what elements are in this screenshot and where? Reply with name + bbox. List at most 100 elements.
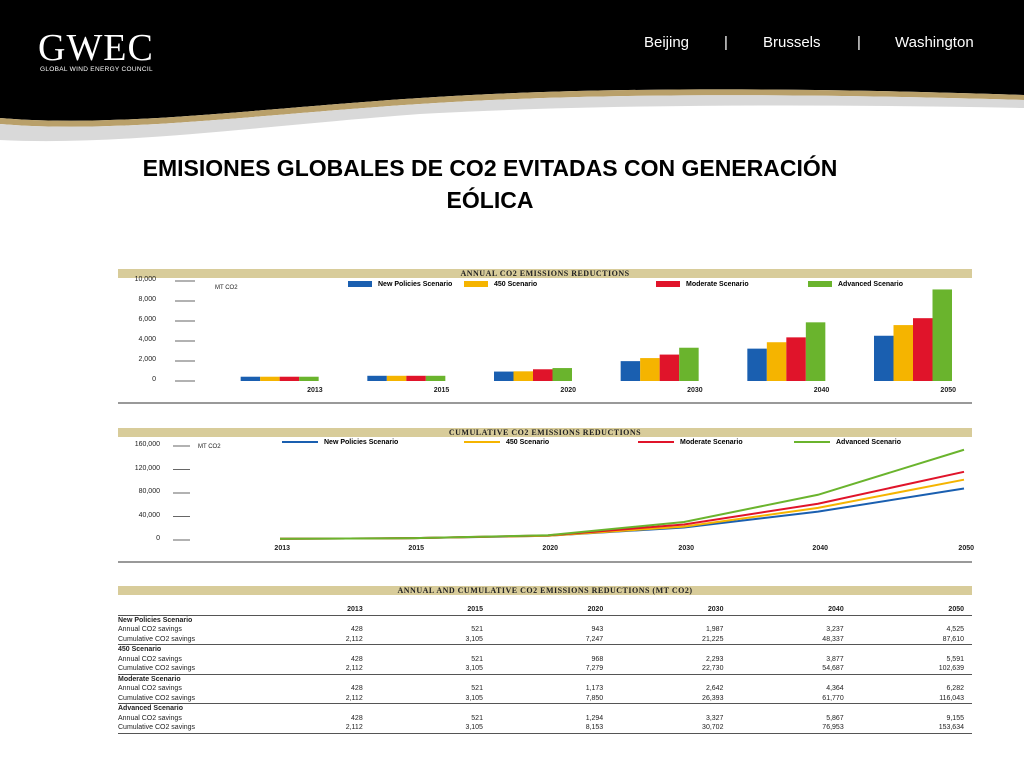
legend-item: Advanced Scenario (808, 281, 903, 288)
table-cell: 2,642 (705, 685, 724, 692)
table-cell: 3,105 (465, 694, 483, 702)
x-tick-label: 2050 (940, 387, 956, 394)
table-cell: 3,105 (465, 724, 483, 731)
gwec-logo: GWEC (38, 27, 154, 69)
bar-moderate-scenario-2030 (659, 354, 680, 381)
legend-label: New Policies Scenario (324, 439, 399, 446)
annual-bar-chart: ANNUAL CO2 EMISSIONS REDUCTIONS MT CO2 1… (118, 269, 972, 405)
bar-new-policies-scenario-2030 (620, 361, 641, 381)
table-cell: 1,173 (585, 685, 604, 692)
table-row: Cumulative CO2 savings 2,112 3,105 7,850 26,… (118, 694, 972, 704)
table-cell: 3,327 (705, 714, 724, 722)
x-tick-label: 2020 (542, 545, 558, 552)
table-cell: 3,105 (465, 665, 483, 672)
table-row: Annual CO2 savings 428 521 943 1,987 3,237 4,5… (118, 625, 972, 635)
table-title: ANNUAL AND CUMULATIVE CO2 EMISSIONS REDU… (118, 586, 972, 595)
y-tick-label: 4,000 (138, 336, 156, 343)
bar-450-scenario-2030 (640, 358, 660, 381)
table-cell: 8,153 (585, 724, 604, 731)
table-row: Cumulative CO2 savings 2,112 3,105 7,279 22,… (118, 664, 972, 674)
bar-advanced-scenario-2030 (679, 347, 699, 381)
bar-moderate-scenario-2015 (406, 375, 426, 381)
table-cell: 2,112 (345, 724, 363, 731)
table-cell: 5,867 (826, 714, 844, 722)
table-group-label: 450 Scenario (118, 644, 972, 655)
table-row-label: Cumulative CO2 savings (118, 665, 196, 672)
y-tick-label: 40,000 (138, 511, 160, 519)
table-column-header: 2015 (467, 606, 483, 613)
table-cell: 153,634 (938, 724, 964, 731)
table-row-label: Annual CO2 savings (118, 626, 182, 633)
table-column-header: 2030 (707, 606, 724, 613)
table-cell: 521 (471, 655, 483, 663)
legend-line-swatch (638, 441, 674, 444)
table-cell: 102,639 (938, 665, 964, 672)
table-cell: 9,155 (946, 714, 964, 722)
table-cell: 116,043 (939, 694, 964, 702)
bar-moderate-scenario-2050 (913, 318, 933, 381)
legend-line-swatch (794, 441, 830, 444)
legend-label: Moderate Scenario (680, 439, 743, 446)
table-group-label: Moderate Scenario (118, 673, 972, 684)
legend-item: New Policies Scenario (282, 439, 398, 446)
x-tick-label: 2015 (433, 387, 450, 394)
legend-item: 450 Scenario (464, 439, 549, 446)
city-brussels: Brussels (763, 34, 821, 51)
line-advanced-scenario (279, 448, 965, 540)
table-cell: 21,225 (702, 635, 724, 643)
city-separator: | (724, 34, 728, 51)
table-cell: 521 (471, 714, 483, 722)
bar-moderate-scenario-2013 (279, 376, 300, 381)
slide-title: EMISIONES GLOBALES DE CO2 EVITADAS CON G… (40, 152, 940, 216)
table-cell: 2,112 (345, 665, 363, 672)
table-cell: 26,393 (702, 694, 724, 702)
table-cell: 6,282 (946, 685, 964, 692)
y-tick-label: 80,000 (138, 488, 160, 495)
table-cell: 428 (351, 626, 363, 633)
table-cell: 5,591 (946, 655, 964, 663)
table-column-header: 2013 (347, 606, 363, 613)
bar-advanced-scenario-2015 (425, 375, 446, 381)
table-cell: 521 (471, 685, 483, 692)
table-cell: 428 (351, 714, 363, 722)
x-tick-label: 2015 (408, 545, 424, 552)
legend-line-swatch (282, 441, 318, 444)
x-tick-label: 2040 (813, 387, 830, 394)
legend-label: Advanced Scenario (836, 439, 901, 446)
legend-label: New Policies Scenario (378, 281, 453, 288)
table-row-label: Annual CO2 savings (118, 685, 182, 692)
table-cell: 4,525 (946, 626, 964, 633)
table-row-label: Cumulative CO2 savings (118, 635, 196, 643)
table-cell: 7,850 (585, 694, 604, 702)
bar-450-scenario-2013 (260, 376, 280, 381)
table-row: Cumulative CO2 savings 2,112 3,105 7,247 21,… (118, 635, 972, 645)
x-tick-label: 2040 (812, 545, 828, 552)
slide-title-line1: EMISIONES GLOBALES DE CO2 EVITADAS CON G… (142, 155, 838, 181)
gwec-logo-subtitle: GLOBAL WIND ENERGY COUNCIL (40, 66, 153, 73)
table-group-row: Moderate Scenario (118, 673, 972, 684)
y-tick-label: 120,000 (134, 464, 160, 472)
table-cell: 3,237 (826, 626, 844, 633)
table-cell: 2,112 (345, 635, 363, 643)
table-group-row: 450 Scenario (118, 644, 972, 655)
city-washington: Washington (895, 34, 974, 51)
legend-swatch (348, 281, 372, 288)
table-row: Annual CO2 savings 428 521 1,294 3,327 5,867 9… (118, 714, 972, 724)
table-group-label: Advanced Scenario (118, 703, 972, 714)
table-group-row: New Policies Scenario (118, 614, 972, 625)
table-cell: 3,105 (465, 635, 483, 643)
table-column-header: 2020 (587, 606, 604, 613)
table-cell: 2,112 (345, 694, 363, 702)
header-background (0, 0, 1024, 142)
x-tick-label: 2020 (560, 387, 576, 394)
table-cell: 87,610 (942, 635, 964, 643)
table-cell: 428 (351, 685, 363, 692)
legend-label: 450 Scenario (506, 439, 550, 446)
bar-new-policies-scenario-2040 (747, 348, 767, 381)
table-cell: 7,279 (585, 665, 604, 672)
y-tick-label: 10,000 (134, 276, 156, 283)
bar-new-policies-scenario-2013 (240, 376, 261, 381)
table-cell: 1,987 (705, 626, 724, 633)
legend-item: Advanced Scenario (794, 439, 901, 446)
cumulative-line-plot (118, 445, 972, 563)
